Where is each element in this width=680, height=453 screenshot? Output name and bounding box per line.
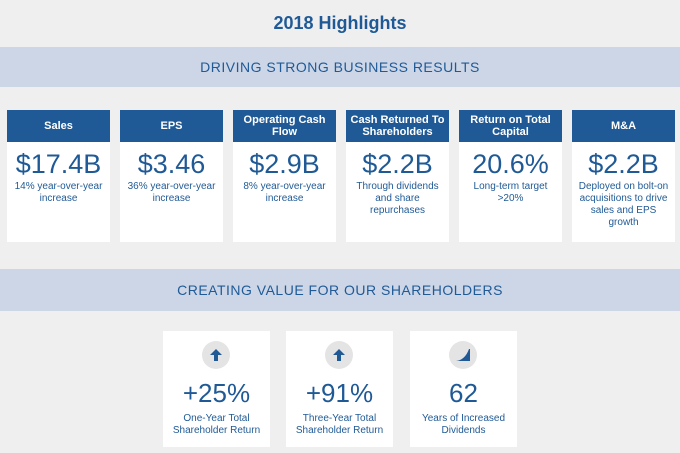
card-cash-returned: Cash Returned To Shareholders $2.2B Thro… <box>346 110 449 242</box>
section-header-shareholder-value: CREATING VALUE FOR OUR SHAREHOLDERS <box>0 269 680 311</box>
growth-curve-icon <box>449 341 477 369</box>
card-value: $17.4B <box>15 149 102 179</box>
card-m-and-a: M&A $2.2B Deployed on bolt-on acquisitio… <box>572 110 675 242</box>
card-description: 14% year-over-year increase <box>14 181 103 204</box>
card-value: $2.2B <box>362 149 433 179</box>
card-header: EPS <box>120 110 223 142</box>
stat-description: Years of Increased Dividends <box>421 413 506 436</box>
stat-value: 62 <box>449 378 478 408</box>
shareholder-stats: +25% One-Year Total Shareholder Return +… <box>0 331 680 447</box>
card-operating-cash-flow: Operating Cash Flow $2.9B 8% year-over-y… <box>233 110 336 242</box>
card-value: $2.9B <box>249 149 320 179</box>
card-description: Deployed on bolt-on acquisitions to driv… <box>578 181 669 228</box>
highlight-cards: Sales $17.4B 14% year-over-year increase… <box>7 110 675 242</box>
arrow-up-icon <box>202 341 230 369</box>
stat-description: Three-Year Total Shareholder Return <box>295 413 384 436</box>
card-description: Through dividends and share repurchases <box>356 181 439 216</box>
card-header: Sales <box>7 110 110 142</box>
page-title: 2018 Highlights <box>273 12 407 33</box>
stat-years-dividends: 62 Years of Increased Dividends <box>410 331 517 447</box>
section-header-business-results: DRIVING STRONG BUSINESS RESULTS <box>0 47 680 87</box>
card-description: Long-term target >20% <box>473 181 548 204</box>
card-eps: EPS $3.46 36% year-over-year increase <box>120 110 223 242</box>
card-description: 8% year-over-year increase <box>243 181 326 204</box>
stat-three-year-return: +91% Three-Year Total Shareholder Return <box>286 331 393 447</box>
arrow-up-icon <box>325 341 353 369</box>
card-description: 36% year-over-year increase <box>127 181 216 204</box>
card-header: Cash Returned To Shareholders <box>346 110 449 142</box>
card-header: Operating Cash Flow <box>233 110 336 142</box>
card-value: 20.6% <box>472 149 549 179</box>
stat-value: +91% <box>305 378 374 408</box>
card-sales: Sales $17.4B 14% year-over-year increase <box>7 110 110 242</box>
stat-one-year-return: +25% One-Year Total Shareholder Return <box>163 331 270 447</box>
card-value: $2.2B <box>588 149 659 179</box>
card-header: M&A <box>572 110 675 142</box>
stat-value: +25% <box>182 378 251 408</box>
card-value: $3.46 <box>137 149 206 179</box>
stat-description: One-Year Total Shareholder Return <box>172 413 261 436</box>
card-return-on-capital: Return on Total Capital 20.6% Long-term … <box>459 110 562 242</box>
card-header: Return on Total Capital <box>459 110 562 142</box>
